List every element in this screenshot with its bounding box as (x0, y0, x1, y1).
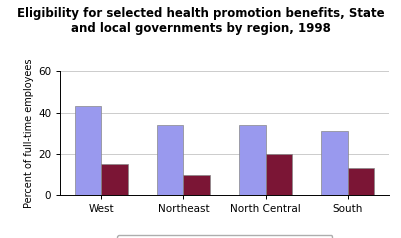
Bar (239, 125, 265, 195)
Bar (75, 106, 101, 195)
Bar (322, 131, 348, 195)
Bar (157, 125, 184, 195)
Y-axis label: Percent of full-time employees: Percent of full-time employees (24, 59, 34, 208)
Bar (265, 154, 292, 195)
Bar (184, 174, 210, 195)
Bar (101, 164, 128, 195)
Text: Eligibility for selected health promotion benefits, State
and local governments : Eligibility for selected health promotio… (17, 7, 384, 35)
Bar (348, 168, 374, 195)
Legend: Wellness programs, Fitness center: Wellness programs, Fitness center (117, 235, 332, 238)
